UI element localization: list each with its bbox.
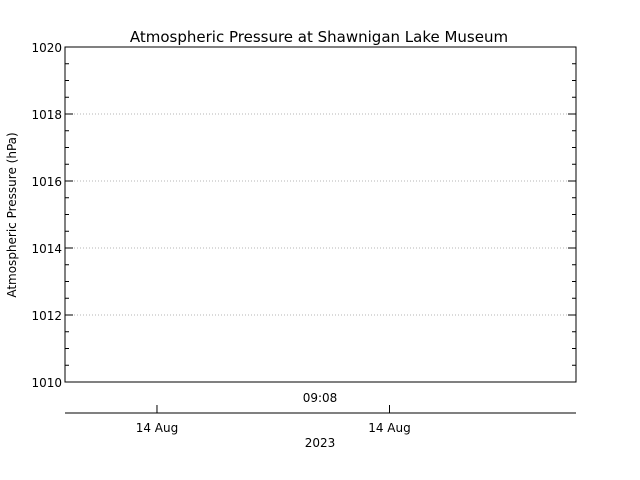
date-tick-label: 14 Aug — [136, 421, 179, 435]
chart-title: Atmospheric Pressure at Shawnigan Lake M… — [130, 28, 508, 46]
y-tick-label: 1016 — [31, 175, 62, 189]
grid-lines — [65, 113, 576, 316]
time-label: 09:08 — [303, 391, 338, 405]
y-tick-label: 1012 — [31, 309, 62, 323]
date-tick-label: 14 Aug — [368, 421, 411, 435]
y-tick-labels: 1010 1012 1014 1016 1018 1020 — [31, 41, 62, 390]
y-tick-label: 1018 — [31, 108, 62, 122]
minor-ticks — [65, 63, 576, 366]
y-tick-label: 1020 — [31, 41, 62, 55]
year-label: 2023 — [305, 436, 336, 450]
plot-frame — [64, 46, 577, 383]
y-axis-title: Atmospheric Pressure (hPa) — [5, 132, 19, 297]
y-tick-label: 1014 — [31, 242, 62, 256]
date-axis: 14 Aug 14 Aug — [136, 405, 411, 435]
y-tick-label: 1010 — [31, 376, 62, 390]
